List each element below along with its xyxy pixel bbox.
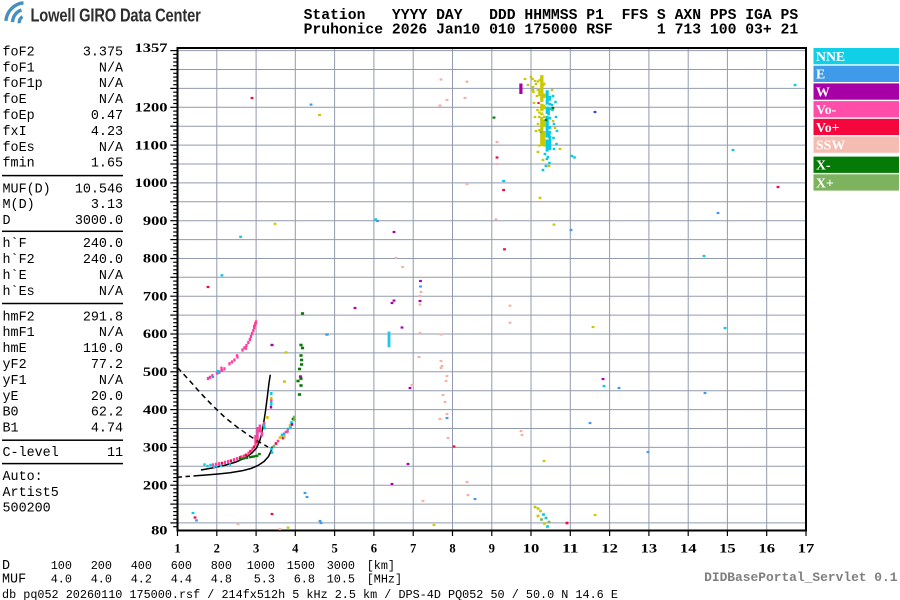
svg-text:700: 700 (143, 289, 168, 303)
svg-text:4.8: 4.8 (211, 573, 232, 587)
svg-text:foEp 0.47: foEp 0.47 (3, 109, 124, 124)
svg-text:5.3: 5.3 (254, 573, 275, 587)
svg-text:500: 500 (143, 365, 168, 379)
svg-text:foF1p N/A: foF1p N/A (3, 77, 124, 92)
svg-text:D: D (2, 559, 10, 574)
svg-text:10.5: 10.5 (327, 573, 355, 587)
svg-text:4.0: 4.0 (91, 573, 112, 587)
svg-text:1000: 1000 (135, 176, 168, 190)
svg-text:h`F 240.0: h`F 240.0 (3, 237, 124, 252)
svg-text:900: 900 (143, 214, 168, 228)
svg-text:h`F2 240.0: h`F2 240.0 (3, 253, 124, 268)
svg-text:fmin 1.65: fmin 1.65 (3, 157, 124, 172)
svg-text:300: 300 (143, 441, 168, 455)
svg-text:100: 100 (51, 559, 72, 573)
svg-text:hmF2 291.8: hmF2 291.8 (3, 310, 124, 325)
svg-text:foEs N/A: foEs N/A (3, 141, 124, 156)
svg-text:E: E (816, 67, 825, 82)
svg-text:B0 62.2: B0 62.2 (3, 406, 124, 421)
svg-text:Auto:: Auto: (3, 470, 43, 485)
svg-text:3000: 3000 (327, 559, 355, 573)
svg-text:1000: 1000 (247, 559, 275, 573)
svg-text:B1 4.74: B1 4.74 (3, 422, 124, 437)
svg-text:[MHz]: [MHz] (367, 573, 402, 587)
svg-text:800: 800 (143, 252, 168, 266)
svg-text:1200: 1200 (135, 101, 168, 115)
svg-text:15: 15 (719, 542, 736, 556)
svg-text:hmF1 N/A: hmF1 N/A (3, 326, 124, 341)
svg-text:Station YYYY DAY DDD HHMMS: Station YYYY DAY DDD HHMMSS P1 FFS S AXN… (304, 8, 799, 24)
svg-text:1100: 1100 (135, 138, 168, 152)
svg-text:12: 12 (601, 542, 618, 556)
svg-text:200: 200 (143, 478, 168, 492)
svg-text:C-level 11: C-level 11 (3, 446, 124, 461)
svg-text:MUF(D) 10.546: MUF(D) 10.546 (3, 182, 124, 197)
svg-text:NNE: NNE (816, 49, 845, 64)
svg-text:[km]: [km] (367, 559, 395, 573)
svg-text:5: 5 (331, 542, 337, 556)
svg-text:400: 400 (131, 559, 152, 573)
svg-text:db pq052 20260110 175000.rsf /: db pq052 20260110 175000.rsf / 214fx512h… (2, 588, 618, 600)
svg-text:600: 600 (143, 327, 168, 341)
svg-text:1500: 1500 (287, 559, 315, 573)
svg-text:W: W (816, 84, 830, 99)
svg-text:3: 3 (253, 542, 259, 556)
svg-text:7: 7 (410, 542, 416, 556)
svg-text:400: 400 (143, 403, 168, 417)
svg-text:200: 200 (91, 559, 112, 573)
svg-text:14: 14 (680, 542, 698, 556)
svg-text:Lowell GIRO Data Center: Lowell GIRO Data Center (31, 5, 202, 26)
svg-text:2: 2 (214, 542, 220, 556)
svg-text:DIDBasePortal_Servlet 0.1: DIDBasePortal_Servlet 0.1 (704, 570, 898, 585)
svg-text:4.4: 4.4 (171, 573, 192, 587)
svg-text:X+: X+ (816, 175, 834, 190)
svg-text:13: 13 (641, 542, 658, 556)
svg-text:Vo-: Vo- (816, 102, 837, 117)
svg-text:h`Es N/A: h`Es N/A (3, 285, 124, 300)
svg-text:4: 4 (292, 542, 299, 556)
svg-text:Vo+: Vo+ (816, 120, 840, 135)
svg-text:X-: X- (816, 158, 831, 173)
svg-text:Artist5: Artist5 (3, 486, 59, 501)
svg-text:1357: 1357 (135, 41, 168, 55)
svg-text:1: 1 (174, 542, 180, 556)
svg-text:10: 10 (523, 542, 540, 556)
svg-text:600: 600 (171, 559, 192, 573)
svg-text:9: 9 (489, 542, 495, 556)
svg-text:17: 17 (798, 542, 815, 556)
svg-text:Pruhonice 2026 Jan10 010 17500: Pruhonice 2026 Jan10 010 175000 RSF 1 71… (304, 22, 799, 38)
svg-text:foF1 N/A: foF1 N/A (3, 61, 124, 76)
svg-text:yF2 77.2: yF2 77.2 (3, 358, 124, 373)
svg-text:16: 16 (758, 542, 775, 556)
svg-text:11: 11 (562, 542, 579, 556)
svg-text:500200: 500200 (3, 502, 51, 517)
svg-text:MUF: MUF (2, 573, 26, 588)
svg-text:M(D) 3.13: M(D) 3.13 (3, 198, 124, 213)
svg-text:yF1 N/A: yF1 N/A (3, 374, 124, 389)
svg-text:D 3000.0: D 3000.0 (3, 214, 124, 229)
svg-text:80: 80 (151, 524, 167, 538)
svg-text:SSW: SSW (816, 138, 845, 153)
svg-text:800: 800 (211, 559, 232, 573)
svg-text:hmE 110.0: hmE 110.0 (3, 342, 124, 357)
svg-text:8: 8 (449, 542, 455, 556)
svg-text:6: 6 (371, 542, 377, 556)
svg-text:foF2 3.375: foF2 3.375 (3, 45, 124, 60)
svg-text:yE 20.0: yE 20.0 (3, 390, 124, 405)
svg-text:6.8: 6.8 (294, 573, 315, 587)
svg-text:foE N/A: foE N/A (3, 93, 124, 108)
svg-text:fxI 4.23: fxI 4.23 (3, 125, 124, 140)
svg-text:4.2: 4.2 (131, 573, 152, 587)
svg-text:4.0: 4.0 (51, 573, 72, 587)
svg-text:h`E N/A: h`E N/A (3, 269, 124, 284)
